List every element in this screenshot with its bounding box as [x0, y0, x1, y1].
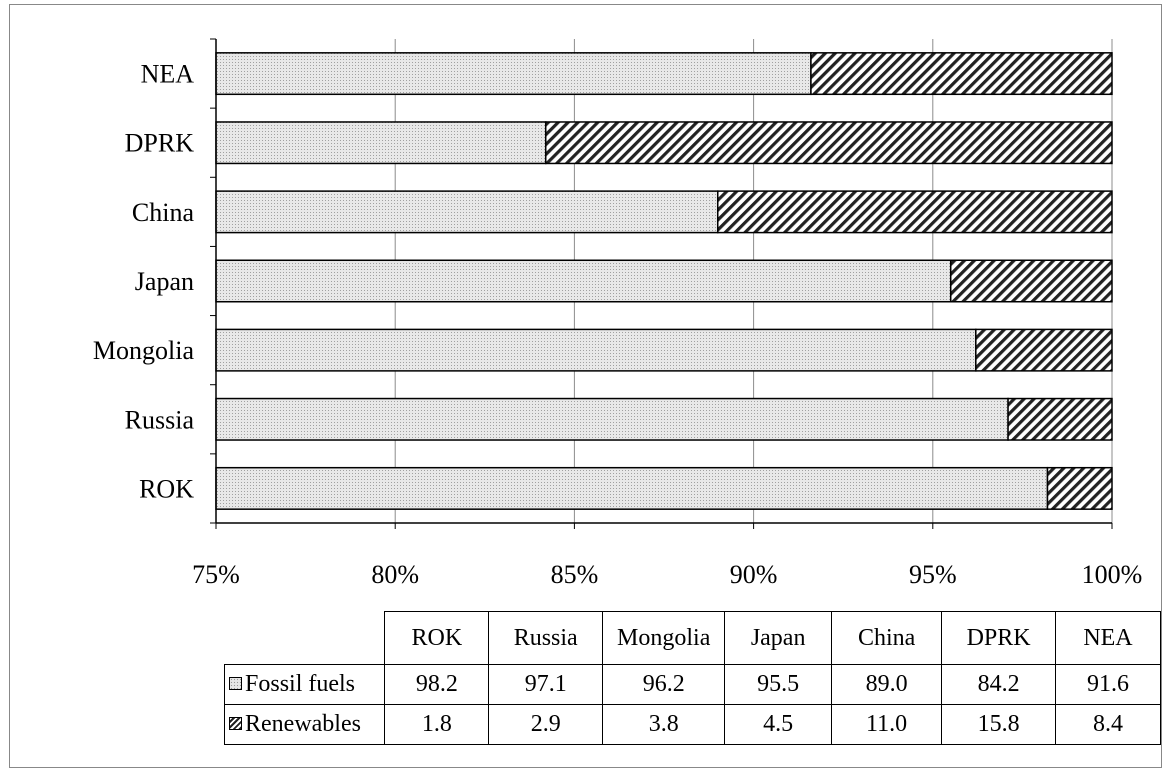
y-category-label: Russia — [125, 405, 195, 434]
bar-renewables-russia — [1007, 397, 1113, 441]
bars — [215, 52, 1113, 510]
y-category-label: China — [132, 198, 195, 227]
axis-labels: 75% 80% 85% 90% 95% 100% NEA DPRK China Japan Mong… — [93, 60, 1142, 589]
x-tick-label: 75% — [192, 560, 240, 589]
bar-fossil-fuels-china — [215, 190, 719, 234]
bar-renewables-mongolia — [975, 328, 1113, 372]
bar-fossil-fuels-russia — [215, 397, 1009, 441]
legend-entry-renewables: Renewables — [223, 704, 386, 745]
x-tick-label: 100% — [1082, 560, 1143, 589]
bar-fossil-fuels-rok — [215, 466, 1049, 510]
table-cell: 15.8 — [941, 704, 1056, 745]
x-tick-label: 90% — [730, 560, 778, 589]
axes — [210, 38, 1113, 529]
table-cell: 96.2 — [602, 664, 726, 705]
table-column-header: Mongolia — [602, 611, 726, 665]
table-cell: 1.8 — [384, 704, 490, 745]
renewables-label: Renewables — [245, 711, 361, 737]
data-table: ROK Russia Mongolia Japan China DPRK NEA Fossi… — [223, 611, 1161, 745]
fossil-fuels-label: Fossil fuels — [245, 671, 356, 697]
table-cell: 95.5 — [724, 664, 832, 705]
table-corner — [224, 611, 386, 665]
x-tick-label: 95% — [909, 560, 957, 589]
table-cell: 3.8 — [602, 704, 726, 745]
table-column-header: China — [830, 611, 943, 665]
table-header-row: ROK Russia Mongolia Japan China DPRK NEA — [224, 611, 1161, 665]
bar-fossil-fuels-dprk — [215, 121, 547, 165]
table-cell: 84.2 — [941, 664, 1056, 705]
table-column-header: DPRK — [941, 611, 1056, 665]
x-tick-label: 80% — [371, 560, 419, 589]
bar-fossil-fuels-nea — [215, 52, 812, 96]
table-column-header: Russia — [488, 611, 604, 665]
table-row-renewables: Renewables 1.8 2.9 3.8 4.5 11.0 15.8 8.4 — [223, 704, 1161, 745]
bar-renewables-rok — [1046, 466, 1113, 510]
table-column-header: Japan — [724, 611, 832, 665]
x-tick-label: 85% — [551, 560, 599, 589]
y-category-label: Mongolia — [93, 336, 195, 365]
y-category-label: ROK — [139, 474, 194, 503]
table-cell: 97.1 — [488, 664, 604, 705]
chart-frame: 75% 80% 85% 90% 95% 100% NEA DPRK China Japan Mong… — [9, 4, 1162, 768]
legend-entry-fossil-fuels: Fossil fuels — [223, 664, 386, 705]
table-row-fossil-fuels: Fossil fuels 98.2 97.1 96.2 95.5 89.0 84.2 91.… — [223, 664, 1161, 705]
bar-fossil-fuels-mongolia — [215, 328, 977, 372]
table-cell: 89.0 — [830, 664, 943, 705]
table-cell: 2.9 — [488, 704, 604, 745]
table-cell: 98.2 — [384, 664, 490, 705]
table-cell: 91.6 — [1054, 664, 1161, 705]
y-category-label: Japan — [135, 267, 194, 296]
renewables-legend-key — [229, 717, 242, 730]
bar-renewables-japan — [949, 259, 1113, 303]
table-column-header: NEA — [1054, 611, 1161, 665]
bar-chart: 75% 80% 85% 90% 95% 100% NEA DPRK China Japan Mong… — [93, 38, 1142, 589]
table-column-header: ROK — [384, 611, 490, 665]
bar-renewables-nea — [810, 52, 1113, 96]
bar-renewables-china — [717, 190, 1113, 234]
y-category-label: NEA — [141, 60, 195, 89]
table-cell: 8.4 — [1054, 704, 1161, 745]
y-category-label: DPRK — [125, 129, 195, 158]
table-cell: 4.5 — [724, 704, 832, 745]
bar-renewables-dprk — [544, 121, 1113, 165]
bar-fossil-fuels-japan — [215, 259, 952, 303]
table-cell: 11.0 — [830, 704, 943, 745]
fossil-fuels-legend-key — [229, 677, 242, 690]
